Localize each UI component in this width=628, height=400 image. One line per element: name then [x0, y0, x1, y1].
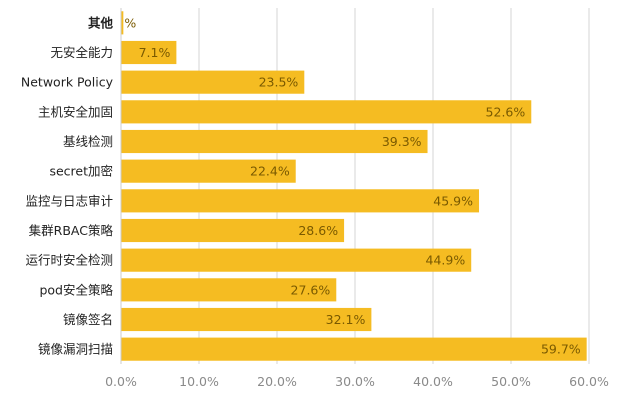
category-label-3: 主机安全加固 — [38, 104, 113, 119]
x-tick-label-0: 0.0% — [105, 374, 137, 389]
bar-10 — [121, 307, 372, 332]
category-label-2: Network Policy — [21, 75, 114, 90]
category-label-8: 运行时安全检测 — [25, 253, 113, 268]
category-label-10: 镜像签名 — [63, 312, 113, 327]
bar-7 — [121, 218, 345, 243]
data-label-2: 23.5% — [259, 75, 299, 90]
category-label-5: secret加密 — [49, 164, 113, 179]
bar-2 — [121, 70, 305, 94]
data-label-9: 27.6% — [291, 282, 331, 297]
bar-1 — [121, 40, 177, 65]
bar-8 — [121, 248, 472, 272]
bar-3 — [121, 100, 532, 124]
bar-6 — [121, 189, 480, 213]
data-label-0: % — [124, 15, 136, 30]
data-label-1: 7.1% — [139, 45, 171, 60]
bar-11 — [121, 337, 587, 361]
category-label-9: pod安全策略 — [39, 282, 113, 297]
x-tick-label-1: 10.0% — [179, 374, 219, 389]
x-tick-label-6: 60.0% — [569, 374, 609, 389]
bar-4 — [121, 129, 428, 154]
data-label-5: 22.4% — [250, 164, 290, 179]
data-label-11: 59.7% — [541, 342, 581, 357]
data-label-10: 32.1% — [326, 312, 366, 327]
grid-layer — [198, 8, 590, 364]
data-label-3: 52.6% — [486, 104, 526, 119]
bar-5 — [121, 159, 296, 183]
category-label-4: 基线检测 — [63, 134, 113, 149]
axis-layer: 0.0% 10.0% 20.0% 30.0% 40.0% 50.0% 60.0% — [105, 8, 609, 389]
x-tick-label-3: 30.0% — [335, 374, 375, 389]
bar-0 — [121, 11, 124, 35]
x-tick-label-4: 40.0% — [413, 374, 453, 389]
category-label-0: 其他 — [88, 15, 114, 30]
x-tick-label-2: 20.0% — [257, 374, 297, 389]
data-label-4: 39.3% — [382, 134, 422, 149]
category-label-11: 镜像漏洞扫描 — [38, 342, 113, 357]
category-label-6: 监控与日志审计 — [25, 193, 113, 208]
data-label-7: 28.6% — [298, 223, 338, 238]
category-label-7: 集群RBAC策略 — [29, 223, 114, 238]
data-label-6: 45.9% — [433, 193, 473, 208]
x-tick-label-5: 50.0% — [491, 374, 531, 389]
category-label-1: 无安全能力 — [50, 45, 113, 60]
label-layer: 其他 % 无安全能力 7.1% Network Policy 23.5% 主机安全加固 52.… — [21, 15, 581, 356]
bar-layer — [121, 11, 587, 361]
data-label-8: 44.9% — [426, 253, 466, 268]
bar-9 — [121, 278, 337, 302]
